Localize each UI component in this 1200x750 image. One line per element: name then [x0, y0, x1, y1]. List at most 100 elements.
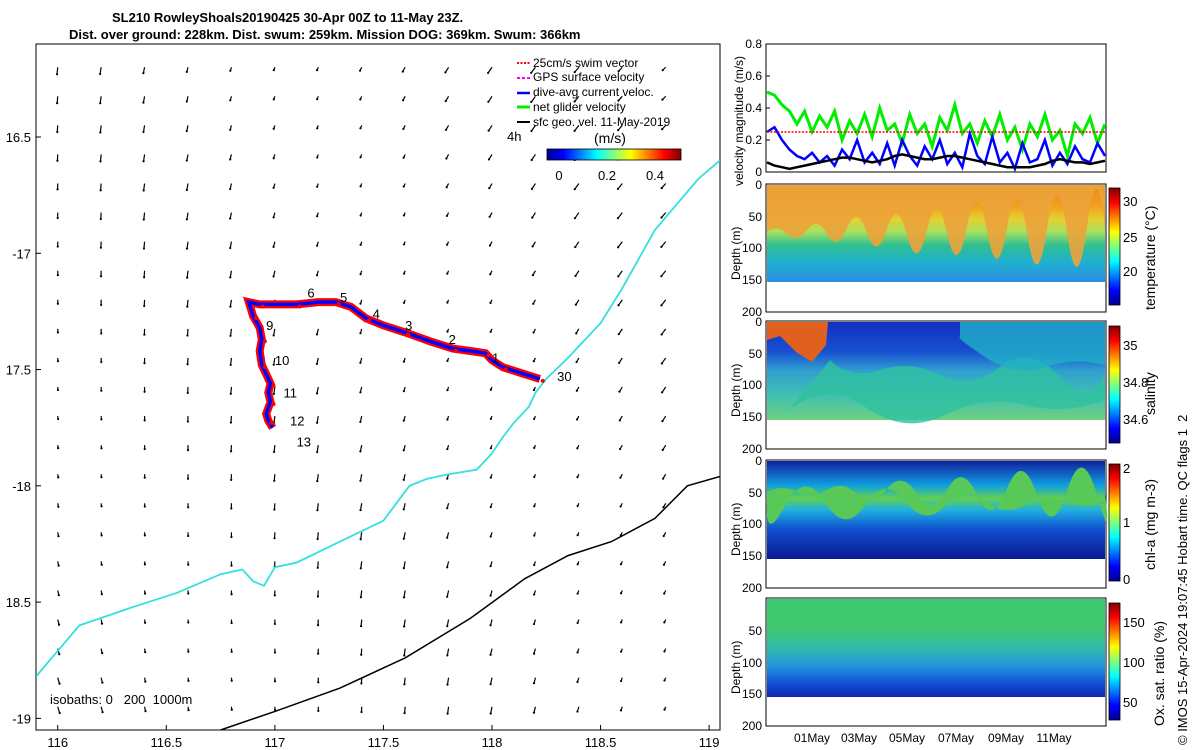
current-arrow-head [620, 650, 623, 653]
current-arrow [316, 503, 319, 511]
current-arrow-head [489, 565, 492, 568]
current-arrow-head [185, 129, 188, 133]
current-arrow [317, 532, 319, 540]
map-xtick-label: 116 [47, 735, 68, 750]
current-arrow-head [230, 621, 233, 625]
current-arrow-head [402, 478, 405, 481]
current-arrow-head [229, 158, 232, 161]
current-arrow-head [360, 682, 363, 685]
oxygen-ytick-50: 50 [749, 624, 763, 638]
current-arrow-head [575, 389, 578, 392]
current-arrow-head [56, 274, 59, 277]
current-arrow-head [574, 274, 577, 277]
current-arrow [617, 183, 623, 190]
current-arrow-head [617, 246, 620, 249]
current-arrow [316, 474, 319, 482]
map-legend: 25cm/s swim vector GPS surface velocity … [507, 56, 682, 183]
xtick-05may: 05May [889, 731, 925, 745]
current-arrow [273, 386, 276, 394]
chla-ytick-200: 200 [742, 581, 762, 595]
track-point [271, 383, 276, 388]
current-arrow-head [359, 185, 362, 188]
current-arrow-head [272, 98, 275, 101]
current-arrow-head [576, 563, 579, 566]
legend-net-label: net glider velocity [533, 100, 626, 114]
chla-y-ticks: 0 50 100 150 200 [742, 454, 762, 595]
current-arrow-head [532, 360, 535, 363]
title-line-2: Dist. over ground: 228km. Dist. swum: 25… [69, 27, 581, 42]
current-arrow-head [446, 330, 449, 333]
current-arrow-head [143, 304, 146, 308]
current-arrow-head [446, 301, 449, 304]
current-arrow [273, 357, 276, 365]
oxygen-cb-tick-150: 150 [1123, 615, 1145, 630]
current-arrow-head [56, 245, 59, 248]
current-arrow-head [56, 159, 59, 162]
temperature-cb-tick-25: 25 [1123, 230, 1137, 245]
current-arrow-head [56, 302, 60, 305]
current-arrow-head [360, 710, 363, 714]
current-arrow-head [100, 389, 103, 392]
track-point [540, 378, 545, 383]
current-arrow [142, 125, 146, 133]
map-ytick-label: -17 [12, 246, 31, 261]
current-arrow-head [56, 216, 59, 220]
current-arrow-head [661, 69, 664, 72]
current-arrow-head [403, 654, 406, 657]
current-arrow-head [187, 679, 190, 682]
current-arrow [56, 67, 59, 75]
temperature-cb-tick-30: 30 [1123, 194, 1137, 209]
current-vector-field [55, 66, 667, 715]
current-arrow-head [56, 388, 60, 392]
temperature-cblabel: temperature (°C) [1142, 206, 1158, 310]
current-arrow-head [618, 390, 621, 393]
current-arrow-head [402, 596, 406, 599]
current-arrow-head [359, 243, 362, 246]
current-arrow [574, 183, 580, 190]
current-arrow [186, 299, 189, 307]
current-arrow-head [100, 593, 103, 596]
current-arrow-head [532, 302, 535, 305]
current-arrow [229, 270, 233, 278]
oxygen-fill [767, 599, 1105, 697]
current-arrow [100, 183, 102, 191]
current-arrow-head [620, 621, 623, 624]
current-arrow-head [100, 303, 103, 306]
map-xtick-label: 117.5 [368, 735, 400, 750]
current-arrow-head [143, 390, 146, 393]
xtick-03may: 03May [841, 731, 877, 745]
current-arrow-head [661, 477, 665, 480]
current-arrow-head [446, 595, 449, 598]
salinity-cb-tick-35: 35 [1123, 338, 1137, 353]
current-arrow [359, 474, 363, 481]
current-arrow-head [446, 359, 449, 362]
current-arrow-head [446, 243, 449, 246]
current-arrow-head [531, 216, 534, 219]
current-arrow-head [402, 127, 405, 131]
current-arrow-head [661, 128, 664, 131]
current-arrow-head [358, 69, 362, 72]
current-arrow-head [230, 478, 233, 481]
day-label: 11 [284, 385, 298, 400]
current-arrow-head [446, 712, 449, 715]
current-arrow-head [272, 275, 275, 278]
current-arrow-head [230, 535, 233, 539]
current-arrow [186, 328, 189, 336]
current-arrow-head [56, 331, 60, 334]
title-line-1: SL210 RowleyShoals20190425 30-Apr 00Z to… [112, 10, 463, 25]
current-arrow-head [273, 479, 276, 482]
current-arrow-head [315, 274, 319, 277]
current-arrow-head [401, 70, 404, 73]
velocity-panel: 0 0.2 0.4 0.6 0.8 velocity magnitude (m/s) [732, 37, 1107, 186]
current-arrow [403, 590, 406, 598]
speed-colorbar [546, 148, 682, 161]
current-arrow-head [532, 388, 536, 392]
day-label: 6 [307, 285, 314, 300]
current-arrow-head [402, 301, 406, 304]
current-arrow [574, 125, 580, 132]
current-arrow-head [574, 245, 577, 249]
current-arrow-head [186, 420, 189, 423]
current-arrow-head [446, 418, 449, 421]
current-arrow-head [229, 305, 232, 308]
